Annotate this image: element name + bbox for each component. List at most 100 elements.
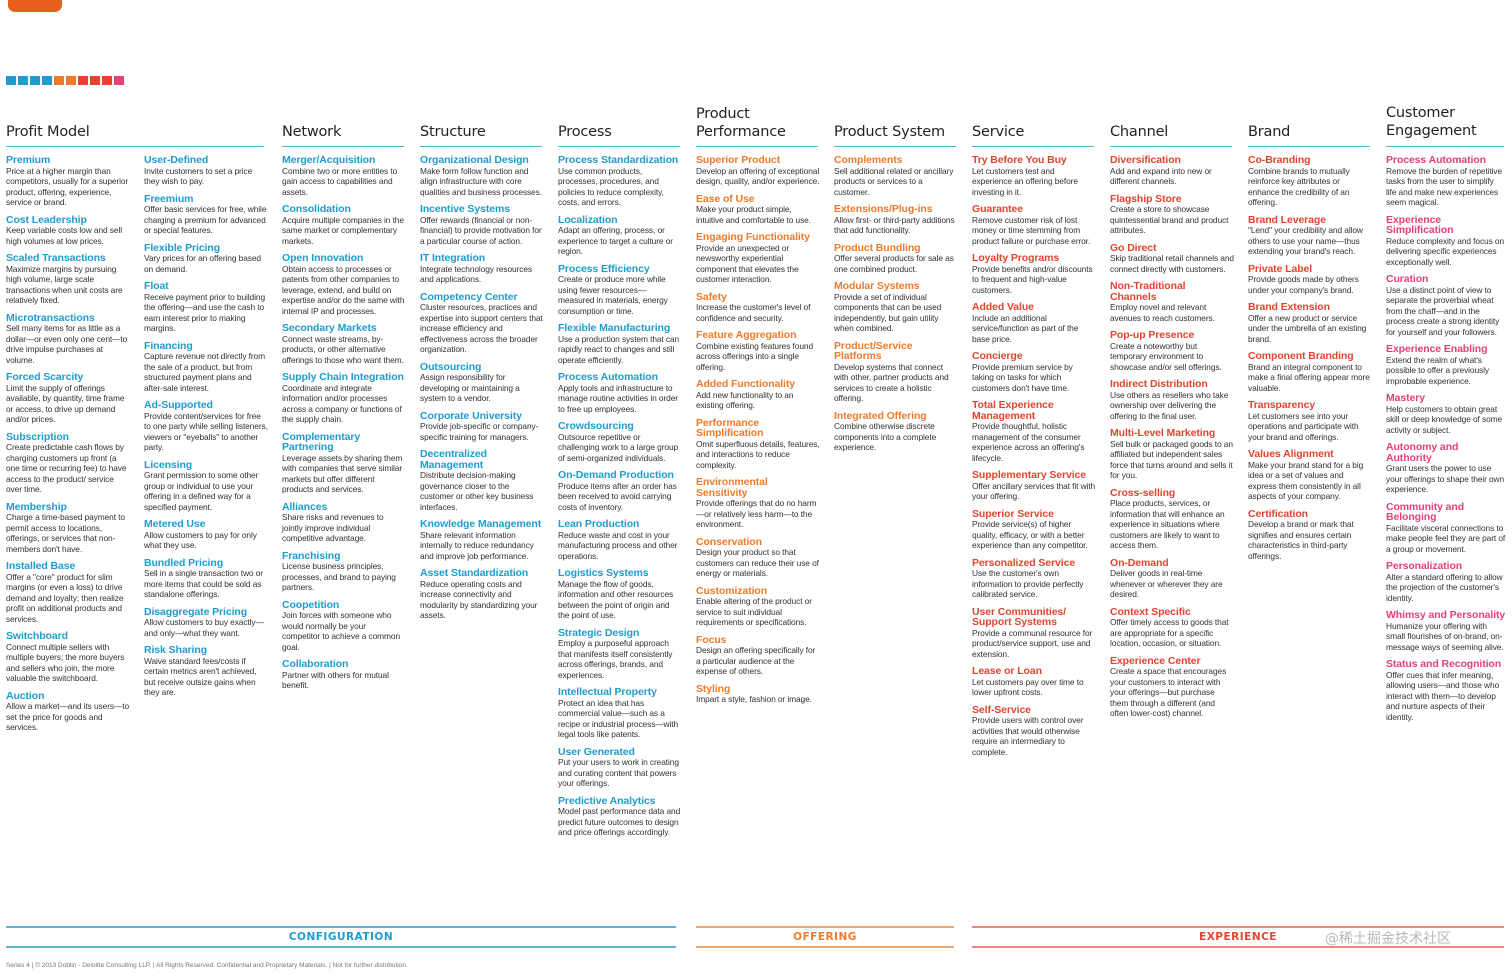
tactic-name: Context Specific xyxy=(1110,605,1191,618)
tactic-item: Go Direct Skip traditional retail channel… xyxy=(1110,242,1234,275)
tactic-item: Financing Capture revenue not directly fr… xyxy=(144,340,268,394)
tactic-item: IT Integration Integrate technology resou… xyxy=(420,253,544,285)
tactic-name: Organizational Design xyxy=(420,154,529,166)
header-rule-profit-model xyxy=(6,146,264,147)
category-experience: EXPERIENCE xyxy=(1199,931,1277,943)
tactic-item: Localization Adapt an offering, process, … xyxy=(558,214,682,257)
tactic-item: Concierge Provide premium service by taki… xyxy=(972,351,1096,393)
header-line-2: Performance xyxy=(696,124,786,140)
tactic-name: Scaled Transactions xyxy=(6,252,106,264)
column-header-product-system: Product System xyxy=(834,124,945,140)
tactic-item: Organizational Design Make form follow fu… xyxy=(420,155,544,197)
tactic-item: Switchboard Connect multiple sellers with… xyxy=(6,631,130,684)
tactic-description: Allow first- or third-party additions th… xyxy=(834,214,955,236)
tactic-name: Process Efficiency xyxy=(558,262,650,275)
tactic-item: Bundled Pricing Sell in a single transact… xyxy=(144,556,268,600)
tactic-item: Collaboration Partner with others for mut… xyxy=(282,659,406,691)
tactic-name: Safety xyxy=(696,290,727,303)
tactic-item: Customization Enable altering of the prod… xyxy=(696,585,820,628)
tactic-item: Auction Allow a market—and its users—to s… xyxy=(6,690,130,733)
tactic-name: Process Automation xyxy=(1386,154,1486,166)
tactic-item: Multi-Level Marketing Sell bulk or packag… xyxy=(1110,428,1234,481)
tactic-item: Curation Use a distinct point of view to … xyxy=(1386,274,1506,337)
tactic-name: Installed Base xyxy=(6,560,76,572)
tactic-name: Lease or Loan xyxy=(972,665,1042,677)
tactic-item: Intellectual Property Protect an idea tha… xyxy=(558,687,682,740)
tactic-description: Make your product simple, intuitive and … xyxy=(696,204,811,225)
tactic-item: Whimsy and Personality Humanize your offe… xyxy=(1386,610,1506,652)
tactic-item: Predictive Analytics Model past performan… xyxy=(558,794,682,838)
tactic-description: Charge a time-based payment to permit ac… xyxy=(6,512,125,554)
tactic-name: Flexible Pricing xyxy=(144,241,221,254)
tactic-item: Supply Chain Integration Coordinate and i… xyxy=(282,372,406,425)
tactic-name: Predictive Analytics xyxy=(558,794,656,807)
tactic-item: Merger/Acquisition Combine two or more en… xyxy=(282,155,406,197)
tactic-item: Added Value Include an additional service… xyxy=(972,302,1096,344)
header-line-1: Customer xyxy=(1386,105,1455,121)
column-header-service: Service xyxy=(972,124,1025,140)
tactic-description: Add and expand into new or different cha… xyxy=(1110,165,1212,187)
tactic-description: Put your users to work in creating and c… xyxy=(558,757,679,788)
tactic-name: Superior Product xyxy=(696,154,781,166)
tactic-name: Bundled Pricing xyxy=(144,556,224,569)
tactic-item: User-Defined Invite customers to set a pr… xyxy=(144,155,268,187)
tactic-item: Float Receive payment prior to building t… xyxy=(144,281,268,334)
tactic-item: Alliances Share risks and revenues to joi… xyxy=(282,501,406,544)
tactic-name: Values Alignment xyxy=(1248,448,1334,460)
column-service: Try Before You Buy Let customers test and… xyxy=(972,155,1096,764)
tactic-name: Cost Leadership xyxy=(6,213,87,226)
tactic-description: Obtain access to processes or patents fr… xyxy=(282,263,405,316)
tactic-item: Community and Belonging Facilitate viscer… xyxy=(1386,501,1506,555)
tactic-item: Microtransactions Sell many items for as … xyxy=(6,312,130,366)
tactic-item: Decentralized Management Distribute decis… xyxy=(420,449,544,512)
header-rule-network xyxy=(282,146,404,147)
tactic-name: Indirect Distribution xyxy=(1110,378,1208,390)
tactic-item: Pop-up Presence Create a noteworthy but t… xyxy=(1110,330,1234,372)
header-rule-channel xyxy=(1110,146,1232,147)
tactic-name: Multi-Level Marketing xyxy=(1110,427,1216,439)
tactic-description: Make your brand stand for a big idea or … xyxy=(1248,459,1364,502)
tactic-name: Switchboard xyxy=(6,630,68,642)
tactic-name: Non-Traditional Channels xyxy=(1110,280,1186,303)
header-rule-structure xyxy=(420,146,542,147)
tactic-name: Open Innovation xyxy=(282,252,364,264)
tactic-item: Process Efficiency Create or produce more… xyxy=(558,262,682,317)
tactic-name: Guarantee xyxy=(972,203,1024,215)
tactic-name: Risk Sharing xyxy=(144,644,207,656)
tactic-name: Lean Production xyxy=(558,518,640,530)
tactic-item: Engaging Functionality Provide an unexpec… xyxy=(696,232,820,285)
configuration-line-bottom xyxy=(6,946,676,948)
tactic-item: Personalization Alter a standard offering… xyxy=(1386,561,1506,603)
tactic-description: Remove the burden of repetitive tasks fr… xyxy=(1386,165,1503,208)
tactic-item: Context Specific Offer timely access to g… xyxy=(1110,605,1234,649)
tactic-name: Superior Service xyxy=(972,507,1054,520)
tactic-item: Personalized Service Use the customer's o… xyxy=(972,557,1096,600)
tactic-description: Deliver goods in real-time whenever or w… xyxy=(1110,568,1223,599)
watermark: @稀土掘金技术社区 xyxy=(1325,931,1451,947)
tactic-name: Personalization xyxy=(1386,560,1463,572)
tactic-item: Experience Enabling Extend the realm of w… xyxy=(1386,344,1506,386)
tactic-description: Use common products, processes, procedur… xyxy=(558,165,664,208)
tactic-description: Offer timely access to goods that are ap… xyxy=(1110,617,1229,648)
tactic-name: Component Branding xyxy=(1248,350,1354,362)
tactic-description: Invite customers to set a price they wis… xyxy=(144,165,253,187)
tactic-item: Risk Sharing Waive standard fees/costs if… xyxy=(144,645,268,698)
tactic-description: Design an offering specifically for a pa… xyxy=(696,645,816,676)
header-rule-customer-engagement xyxy=(1386,146,1504,147)
tactic-description: Connect waste streams, by-products, or o… xyxy=(282,333,404,365)
offering-line-top xyxy=(696,926,954,928)
tactic-item: Guarantee Remove customer risk of lost mo… xyxy=(972,204,1096,246)
tactic-name: Decentralized Management xyxy=(420,448,487,471)
tactic-item: Flexible Manufacturing Use a production s… xyxy=(558,323,682,365)
tactic-name: Metered Use xyxy=(144,518,206,530)
tactic-name: Pop-up Presence xyxy=(1110,329,1195,341)
category-offering: OFFERING xyxy=(793,931,857,943)
tactic-description: Join forces with someone who would norma… xyxy=(282,610,401,652)
tactic-name: Flexible Manufacturing xyxy=(558,322,671,334)
tactic-name: Feature Aggregation xyxy=(696,329,797,341)
tactic-item: Environmental Sensitivity Provide offerin… xyxy=(696,477,820,530)
tactic-name: Supplementary Service xyxy=(972,469,1087,481)
tactic-description: Let customers pay over time to lower upf… xyxy=(972,676,1084,698)
tactic-item: Installed Base Offer a "core" product for… xyxy=(6,561,130,624)
tactic-name: Competency Center xyxy=(420,290,518,303)
